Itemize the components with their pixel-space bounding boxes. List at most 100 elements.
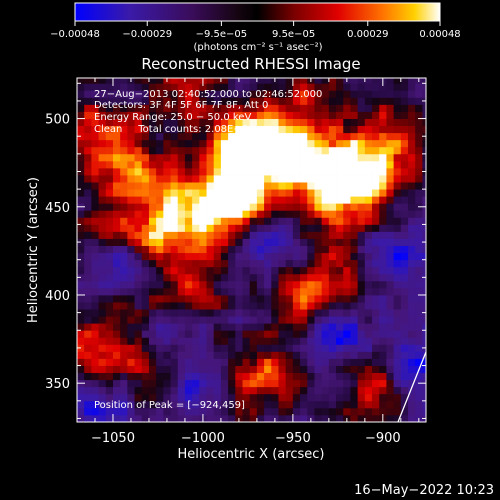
heatmap-cell (91, 344, 99, 352)
heatmap-cell (393, 224, 402, 232)
heatmap-cell (386, 252, 395, 261)
heatmap-cell (170, 90, 179, 98)
heatmap-cell (264, 280, 272, 289)
heatmap-cell (199, 323, 207, 331)
heatmap-cell (350, 266, 359, 275)
heatmap-cell (84, 217, 92, 225)
heatmap-cell (177, 125, 186, 134)
heatmap-cell (357, 196, 366, 204)
heatmap-cell (170, 139, 179, 148)
heatmap-cell (184, 160, 193, 169)
heatmap-cell (213, 407, 222, 416)
heatmap-cell (400, 266, 409, 275)
heatmap-cell (379, 210, 387, 218)
heatmap-cell (364, 365, 373, 374)
heatmap-cell (228, 266, 236, 275)
heatmap-cell (350, 407, 359, 416)
heatmap-cell (91, 167, 99, 176)
heatmap-cell (91, 330, 99, 338)
heatmap-cell (307, 358, 315, 366)
heatmap-cell (328, 83, 337, 91)
heatmap-cell (148, 224, 157, 232)
heatmap-cell (170, 323, 179, 331)
heatmap-cell (134, 217, 143, 225)
heatmap-cell (112, 175, 121, 183)
heatmap-cell (235, 196, 243, 204)
heatmap-cell (422, 330, 426, 338)
heatmap-cell (184, 83, 193, 91)
heatmap-cell (314, 266, 323, 275)
heatmap-cell (336, 78, 344, 84)
heatmap-cell (393, 330, 402, 338)
heatmap-cell (249, 252, 258, 261)
heatmap-cell (357, 400, 366, 409)
heatmap-cell (264, 358, 272, 366)
heatmap-cell (220, 266, 229, 275)
heatmap-cell (249, 379, 258, 388)
heatmap-cell (192, 365, 200, 374)
heatmap-cell (170, 245, 179, 254)
heatmap-cell (264, 365, 272, 374)
heatmap-cell (156, 189, 164, 197)
heatmap-cell (77, 146, 85, 155)
heatmap-cell (256, 302, 265, 310)
heatmap-cell (256, 83, 265, 91)
heatmap-cell (292, 393, 301, 402)
heatmap-cell (386, 83, 395, 91)
heatmap-cell (192, 167, 200, 176)
heatmap-cell (192, 231, 200, 239)
heatmap-cell (393, 351, 402, 359)
heatmap-cell (264, 294, 272, 303)
heatmap-cell (307, 97, 315, 105)
heatmap-cell (228, 182, 236, 190)
heatmap-cell (393, 139, 402, 148)
heatmap-cell (112, 280, 121, 289)
heatmap-cell (134, 344, 143, 352)
heatmap-cell (408, 217, 416, 225)
heatmap-cell (400, 414, 409, 422)
heatmap-cell (328, 365, 337, 374)
heatmap-cell (177, 175, 186, 183)
heatmap-cell (408, 337, 416, 345)
heatmap-cell (357, 224, 366, 232)
heatmap-cell (364, 400, 373, 409)
heatmap-cell (400, 111, 409, 119)
heatmap-cell (278, 252, 287, 261)
heatmap-cell (300, 160, 308, 169)
heatmap-cell (285, 414, 294, 422)
heatmap-cell (134, 252, 143, 261)
heatmap-cell (112, 372, 121, 381)
heatmap-cell (192, 118, 200, 127)
heatmap-cell (321, 316, 330, 324)
heatmap-cell (148, 182, 157, 190)
heatmap-cell (328, 245, 337, 254)
heatmap-cell (184, 175, 193, 183)
heatmap-cell (105, 273, 114, 282)
heatmap-cell (321, 330, 330, 338)
heatmap-cell (300, 358, 308, 366)
heatmap-cell (163, 231, 171, 239)
heatmap-cell (256, 358, 265, 366)
heatmap-cell (314, 83, 323, 91)
heatmap-cell (321, 259, 330, 268)
heatmap-cell (379, 196, 387, 204)
heatmap-cell (156, 266, 164, 275)
heatmap-cell (300, 400, 308, 409)
heatmap-cell (314, 273, 323, 282)
heatmap-cell (242, 83, 251, 91)
heatmap-cell (372, 372, 380, 381)
heatmap-cell (134, 78, 143, 84)
heatmap-cell (328, 203, 337, 211)
heatmap-cell (264, 118, 272, 127)
heatmap-cell (141, 139, 150, 148)
heatmap-cell (98, 238, 107, 246)
heatmap-cell (127, 280, 135, 289)
heatmap-cell (84, 245, 92, 254)
heatmap-cell (278, 280, 287, 289)
heatmap-cell (300, 132, 308, 141)
heatmap-cell (256, 175, 265, 183)
heatmap-cell (415, 90, 423, 98)
heatmap-cell (271, 266, 279, 275)
heatmap-cell (170, 146, 179, 155)
heatmap-cell (120, 90, 128, 98)
